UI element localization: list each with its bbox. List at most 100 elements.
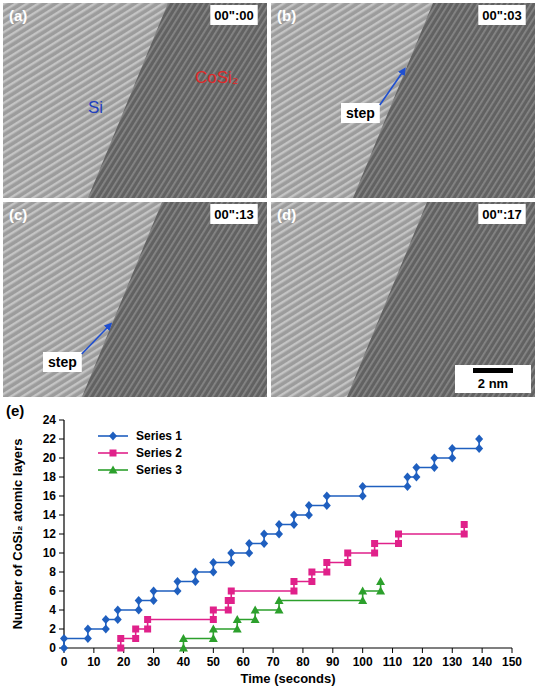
y-tick: [59, 629, 64, 630]
x-tick-label: 30: [147, 655, 161, 669]
chart: (e)0102030405060708090100110120130140150…: [6, 402, 522, 686]
x-tick-label: 10: [87, 655, 101, 669]
data-point: [102, 625, 110, 634]
data-point: [209, 558, 217, 567]
plot-data: [60, 435, 483, 653]
arrow: [380, 69, 405, 105]
x-tick-label: 140: [472, 655, 492, 669]
y-tick-label: 8: [49, 565, 56, 579]
timestamp: 00":13: [214, 207, 253, 222]
x-tick-label: 40: [177, 655, 191, 669]
data-point: [359, 482, 367, 491]
legend: Series 1Series 2Series 3: [98, 429, 182, 477]
x-tick: [392, 648, 393, 653]
data-point: [84, 625, 92, 634]
data-point: [173, 587, 181, 596]
series-line: [64, 439, 479, 648]
data-point: [358, 587, 367, 595]
data-point: [323, 569, 330, 576]
data-point: [376, 587, 385, 595]
y-tick-label: 20: [43, 451, 57, 465]
phase-label: CoSi₂: [195, 68, 238, 87]
data-point: [305, 501, 313, 510]
data-point: [371, 550, 378, 557]
data-point: [344, 550, 351, 557]
y-axis-title: Number of CoSi₂ atomic layers: [10, 439, 25, 630]
x-tick-label: 50: [207, 655, 221, 669]
data-point: [376, 577, 385, 585]
y-tick: [59, 572, 64, 573]
scale-bar: [473, 368, 513, 373]
data-point: [403, 482, 411, 491]
y-tick: [59, 439, 64, 440]
si-region: [3, 3, 267, 198]
legend-label: Series 1: [136, 429, 182, 443]
data-point: [323, 501, 331, 510]
micrograph: [271, 3, 535, 198]
x-tick: [243, 648, 244, 653]
data-point: [475, 435, 483, 444]
x-tick-label: 70: [266, 655, 280, 669]
timestamp: 00":00: [214, 8, 253, 23]
data-point: [191, 577, 199, 586]
y-tick: [59, 515, 64, 516]
panel-letter: (a): [9, 7, 27, 24]
y-tick-label: 10: [43, 546, 57, 560]
legend-label: Series 3: [136, 463, 182, 477]
x-tick: [452, 648, 453, 653]
time-box: [210, 5, 257, 25]
y-tick-label: 6: [49, 584, 56, 598]
data-point: [150, 587, 158, 596]
data-point: [358, 596, 367, 604]
panel-letter: (e): [6, 402, 24, 419]
x-tick: [93, 648, 94, 653]
y-tick-label: 18: [43, 470, 57, 484]
image-panel: (b)00":03step: [271, 3, 535, 198]
x-tick-label: 0: [61, 655, 68, 669]
label-box: [341, 103, 380, 123]
y-tick-label: 22: [43, 432, 57, 446]
data-point: [461, 521, 468, 528]
y-tick: [59, 610, 64, 611]
data-point: [308, 578, 315, 585]
data-point: [210, 607, 217, 614]
data-point: [275, 520, 283, 529]
data-point: [260, 530, 268, 539]
x-tick: [213, 648, 214, 653]
y-tick-label: 24: [43, 413, 57, 427]
data-point: [448, 454, 456, 463]
data-point: [227, 558, 235, 567]
series-line: [121, 525, 464, 649]
micrograph: [3, 3, 267, 198]
si-region: [3, 202, 267, 397]
data-point: [135, 606, 143, 615]
timestamp: 00":03: [482, 8, 521, 23]
data-point: [233, 625, 242, 633]
panel-letter: (c): [9, 206, 27, 223]
si-region: [271, 3, 535, 198]
data-point: [228, 597, 235, 604]
data-point: [191, 568, 199, 577]
y-tick-label: 12: [43, 527, 57, 541]
y-tick: [59, 477, 64, 478]
x-tick: [273, 648, 274, 653]
data-point: [117, 645, 124, 652]
time-box: [478, 5, 525, 25]
annotation: step: [48, 354, 77, 370]
data-point: [403, 473, 411, 482]
data-point: [228, 588, 235, 595]
x-tick: [512, 648, 513, 653]
series-line: [183, 582, 380, 649]
data-point: [290, 578, 297, 585]
data-point: [179, 644, 188, 652]
panel-letter: (b): [277, 7, 296, 24]
data-point: [448, 444, 456, 453]
label-box: [43, 352, 82, 372]
data-point: [461, 531, 468, 538]
data-point: [290, 520, 298, 529]
micrograph: [271, 202, 535, 397]
data-point: [260, 539, 268, 548]
x-tick: [332, 648, 333, 653]
legend-marker: [109, 466, 118, 474]
x-tick-label: 60: [237, 655, 251, 669]
